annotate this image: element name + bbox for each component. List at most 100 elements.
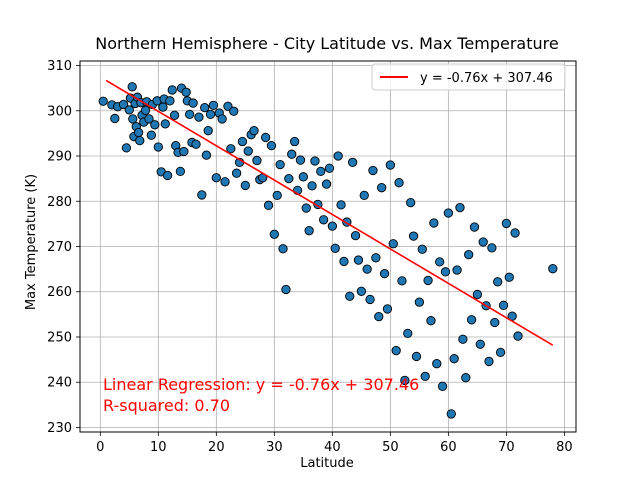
data-point [411, 351, 422, 362]
data-point [121, 143, 132, 153]
data-point [391, 345, 401, 356]
x-tick-label: 40 [324, 440, 341, 455]
x-tick-label: 80 [556, 440, 573, 455]
data-point [446, 409, 456, 419]
data-point [203, 126, 213, 136]
data-point [150, 120, 160, 130]
data-point [321, 179, 332, 189]
data-point [211, 173, 221, 183]
data-point [98, 96, 108, 106]
data-point [377, 183, 387, 193]
data-point [266, 140, 277, 151]
data-point [307, 181, 317, 191]
data-point [472, 289, 483, 300]
data-point [110, 113, 120, 124]
data-point [359, 190, 369, 201]
data-point [458, 334, 468, 344]
data-point [350, 230, 361, 241]
data-point [385, 160, 396, 170]
data-point [353, 255, 364, 265]
data-point [194, 112, 204, 122]
data-point [181, 87, 191, 97]
data-point [278, 244, 288, 254]
y-tick-label: 260 [47, 285, 72, 300]
data-point [423, 275, 433, 286]
data-point [504, 272, 514, 282]
data-point [318, 215, 329, 225]
data-point [487, 243, 497, 253]
y-tick-label: 280 [47, 195, 72, 210]
data-point [400, 375, 410, 386]
data-point [495, 347, 506, 358]
data-point [339, 256, 349, 267]
data-point [249, 126, 259, 136]
data-point [298, 172, 308, 182]
data-point [374, 311, 384, 322]
y-tick-label: 230 [47, 421, 72, 436]
data-point [229, 106, 239, 116]
data-point [397, 276, 407, 286]
data-point [478, 237, 488, 247]
data-point [336, 200, 346, 210]
data-point [310, 156, 320, 166]
x-tick-label: 20 [208, 440, 225, 455]
data-point [461, 373, 471, 383]
plot-area: 0 10 20 30 40 50 60 70 80 230 240 250 260 270 280 290 30… [47, 59, 577, 455]
data-point [179, 146, 189, 157]
y-tick-label: 310 [47, 59, 72, 74]
data-point [316, 166, 326, 177]
data-point [449, 354, 459, 364]
data-point [128, 114, 138, 124]
data-point [162, 170, 173, 181]
data-point [420, 371, 430, 381]
data-point [135, 135, 145, 146]
data-point [169, 110, 180, 120]
y-tick-label: 250 [47, 330, 72, 345]
data-point [437, 381, 448, 391]
data-point [403, 328, 413, 339]
data-point [501, 218, 512, 229]
data-point [243, 146, 253, 156]
data-point [371, 253, 381, 263]
data-point [295, 155, 306, 165]
x-axis-label: Latitude [300, 456, 354, 471]
data-point [201, 150, 212, 160]
data-point [118, 99, 129, 110]
data-point [362, 264, 372, 274]
data-point [548, 264, 558, 274]
x-tick-label: 70 [498, 440, 515, 455]
y-tick-label: 290 [47, 150, 72, 165]
data-point [272, 190, 282, 201]
data-point [513, 331, 523, 341]
data-point [237, 136, 248, 147]
r-squared-annotation: R-squared: 0.70 [103, 396, 230, 415]
data-point [289, 136, 300, 147]
data-point [379, 268, 390, 279]
data-point [127, 82, 137, 92]
data-point [226, 144, 236, 154]
data-point [200, 102, 210, 113]
data-point [493, 277, 503, 287]
data-point [388, 239, 398, 249]
y-tick-label: 240 [47, 376, 72, 391]
data-point [260, 132, 271, 143]
data-point [231, 168, 242, 178]
data-point [197, 190, 207, 200]
legend-label: y = -0.76x + 307.46 [420, 71, 553, 86]
data-point [365, 294, 375, 305]
data-point [484, 356, 494, 367]
data-point [275, 159, 285, 170]
data-point [440, 267, 451, 277]
data-point [240, 180, 250, 191]
data-point [140, 105, 151, 115]
data-point [301, 203, 311, 213]
legend: y = -0.76x + 307.46 [371, 63, 566, 91]
data-point [220, 177, 230, 187]
data-point [281, 284, 291, 295]
data-point [426, 316, 436, 326]
data-point [188, 98, 198, 108]
data-point [394, 178, 404, 188]
data-point [330, 243, 340, 253]
data-point [348, 157, 358, 167]
